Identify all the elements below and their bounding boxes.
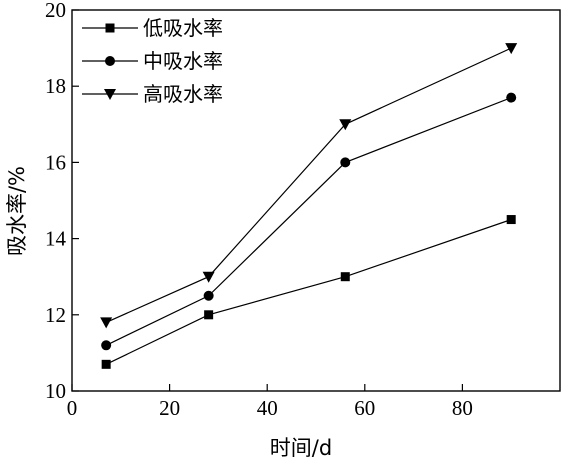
data-point <box>203 290 214 301</box>
series-line <box>105 218 512 365</box>
y-tick-label: 18 <box>45 74 66 98</box>
data-point <box>340 272 350 282</box>
data-point <box>101 340 112 351</box>
data-point <box>506 92 517 103</box>
series-group <box>100 43 518 369</box>
data-point <box>340 157 351 168</box>
data-point <box>101 359 111 369</box>
plot-frame <box>71 9 561 392</box>
y-tick-label: 12 <box>45 303 66 327</box>
series-line <box>105 97 512 346</box>
x-axis-title: 时间/d <box>270 436 332 460</box>
legend-marker <box>105 23 115 33</box>
data-point <box>100 317 113 329</box>
data-point <box>339 119 352 131</box>
data-point <box>204 310 214 320</box>
x-tick-label: 60 <box>354 396 375 420</box>
legend-label: 高吸水率 <box>143 82 223 106</box>
data-point <box>506 215 516 225</box>
series-3 <box>100 43 518 329</box>
x-tick-label: 80 <box>452 396 473 420</box>
axes: 0 20 40 60 80 10 12 14 16 18 20 <box>45 0 561 420</box>
series-1 <box>101 215 516 369</box>
y-tick-label: 16 <box>45 150 66 174</box>
x-tick-label: 20 <box>159 396 180 420</box>
data-point <box>202 271 215 283</box>
y-tick-label: 14 <box>45 227 67 251</box>
y-axis-title: 吸水率/% <box>5 166 29 256</box>
y-tick-label: 10 <box>45 379 66 403</box>
x-tick-label: 40 <box>257 396 278 420</box>
legend-label: 低吸水率 <box>143 16 223 40</box>
legend-entry: 低吸水率 <box>82 16 223 40</box>
legend-label: 中吸水率 <box>143 49 223 73</box>
legend-marker <box>105 56 115 66</box>
data-point <box>505 43 518 55</box>
legend-entry: 中吸水率 <box>82 49 223 73</box>
series-line <box>105 47 512 323</box>
y-tick-label: 20 <box>45 0 66 22</box>
legend-entry: 高吸水率 <box>82 82 223 106</box>
x-tick-label: 0 <box>67 396 78 420</box>
legend-marker <box>104 89 116 100</box>
series-2 <box>101 92 517 351</box>
